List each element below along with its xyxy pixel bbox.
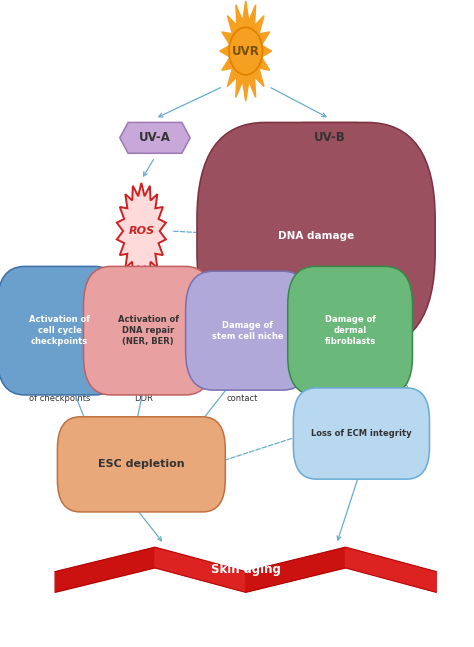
Text: Damage of
stem cell niche: Damage of stem cell niche bbox=[212, 321, 284, 341]
FancyBboxPatch shape bbox=[83, 267, 213, 395]
Text: ESC depletion: ESC depletion bbox=[98, 459, 185, 469]
Text: Skin aging: Skin aging bbox=[211, 563, 281, 576]
Polygon shape bbox=[346, 547, 436, 592]
Text: Activation of
DNA repair
(NER, BER): Activation of DNA repair (NER, BER) bbox=[118, 315, 179, 346]
Text: Activation of
cell cycle
checkpoints: Activation of cell cycle checkpoints bbox=[29, 315, 90, 346]
Text: Defects in
DDR: Defects in DDR bbox=[122, 384, 165, 404]
FancyBboxPatch shape bbox=[288, 267, 412, 395]
Text: Loss of niche
contact: Loss of niche contact bbox=[215, 384, 270, 404]
FancyBboxPatch shape bbox=[0, 267, 122, 395]
Text: Damage of
dermal
fibroblasts: Damage of dermal fibroblasts bbox=[325, 315, 376, 346]
FancyBboxPatch shape bbox=[293, 388, 429, 479]
FancyBboxPatch shape bbox=[197, 122, 435, 349]
Polygon shape bbox=[117, 183, 166, 280]
Text: UVR: UVR bbox=[232, 45, 260, 58]
Text: UV-A: UV-A bbox=[139, 131, 171, 144]
Text: UV-B: UV-B bbox=[314, 131, 346, 144]
Text: ROS: ROS bbox=[128, 226, 155, 236]
Polygon shape bbox=[246, 547, 346, 592]
Polygon shape bbox=[294, 122, 365, 153]
Text: MMPs upregulation,
accumulation of glycation: MMPs upregulation, accumulation of glyca… bbox=[315, 377, 408, 390]
Text: Loss of ECM integrity: Loss of ECM integrity bbox=[311, 429, 412, 438]
Polygon shape bbox=[155, 547, 246, 592]
Circle shape bbox=[229, 27, 263, 75]
Text: DNA damage: DNA damage bbox=[278, 230, 354, 241]
Polygon shape bbox=[120, 122, 190, 153]
Polygon shape bbox=[55, 547, 436, 592]
FancyBboxPatch shape bbox=[186, 271, 310, 390]
Polygon shape bbox=[220, 1, 272, 101]
Polygon shape bbox=[55, 547, 155, 592]
FancyBboxPatch shape bbox=[57, 417, 225, 512]
Text: Overactivation
of checkpoints: Overactivation of checkpoints bbox=[29, 384, 91, 404]
